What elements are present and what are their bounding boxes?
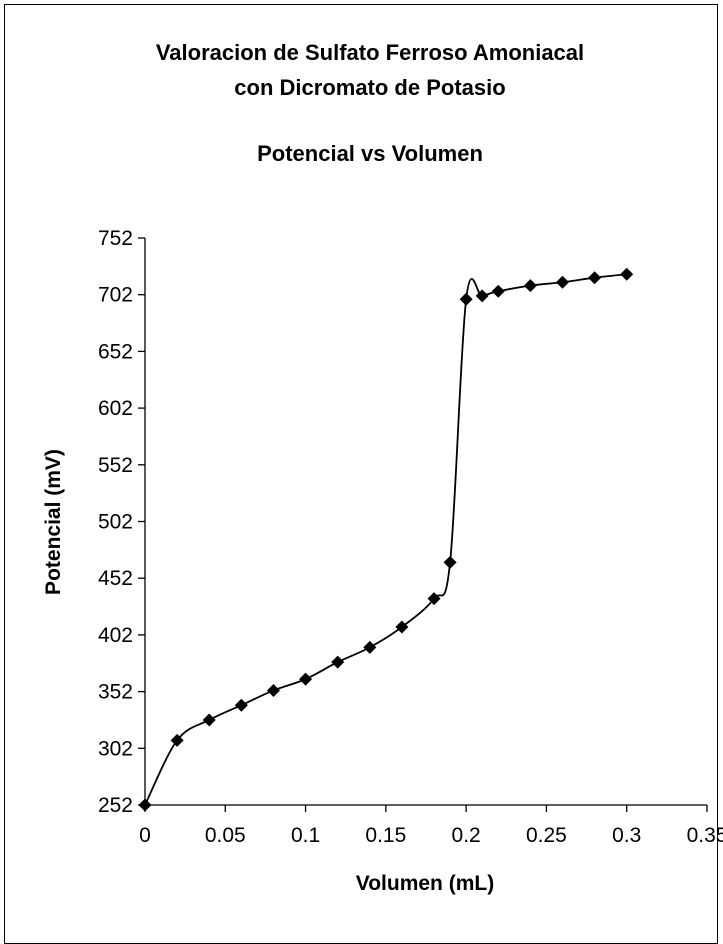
y-tick-label: 352 (98, 681, 133, 704)
x-tick-label: 0.3 (612, 824, 641, 847)
data-point-marker (475, 289, 489, 303)
y-axis-title: Potencial (mV) (42, 449, 65, 595)
data-point-marker (443, 555, 457, 569)
x-axis-title: Volumen (mL) (356, 872, 494, 895)
data-point-marker (170, 733, 184, 747)
chart-title-line-1: Valoracion de Sulfato Ferroso Amoniacal (156, 40, 584, 65)
y-tick-label: 252 (98, 794, 133, 817)
y-tick-label: 702 (98, 284, 133, 307)
data-point-marker (588, 271, 602, 285)
data-point-marker (331, 655, 345, 669)
data-point-marker (555, 275, 569, 289)
data-point-marker (202, 713, 216, 727)
data-point-marker (266, 683, 280, 697)
series-marker-layer (138, 267, 634, 812)
data-point-marker (234, 698, 248, 712)
chart-frame (4, 4, 718, 944)
data-point-marker (395, 620, 409, 634)
axes: 252 302 352 402 452 502 552 602 652 702 752 0 0.05 0.… (98, 227, 723, 847)
y-tick-label: 452 (98, 567, 133, 590)
x-tick-label: 0.15 (365, 824, 406, 847)
chart-subtitle: Potencial vs Volumen (257, 141, 483, 166)
x-tick-label: 0 (139, 824, 151, 847)
data-point-marker (459, 292, 473, 306)
x-tick-label: 0.1 (291, 824, 320, 847)
series-line (144, 273, 627, 806)
data-point-marker (491, 284, 505, 298)
data-point-marker (427, 592, 441, 606)
y-tick-label: 552 (98, 454, 133, 477)
y-tick-label: 502 (98, 511, 133, 534)
chart-title-line-2: con Dicromato de Potasio (234, 75, 505, 100)
y-tick-label: 652 (98, 340, 133, 363)
data-point-marker (523, 279, 537, 293)
y-tick-label: 302 (98, 737, 133, 760)
y-tick-label: 752 (98, 227, 133, 250)
x-tick-label: 0.05 (205, 824, 246, 847)
data-point-marker (620, 267, 634, 281)
x-tick-label: 0.25 (526, 824, 567, 847)
y-tick-label: 402 (98, 624, 133, 647)
x-tick-label: 0.2 (452, 824, 481, 847)
series-curve-layer (144, 273, 627, 806)
data-point-marker (363, 640, 377, 654)
data-point-marker (299, 672, 313, 686)
x-tick-label: 0.35 (687, 824, 723, 847)
data-point-marker (138, 798, 152, 812)
y-tick-label: 602 (98, 397, 133, 420)
